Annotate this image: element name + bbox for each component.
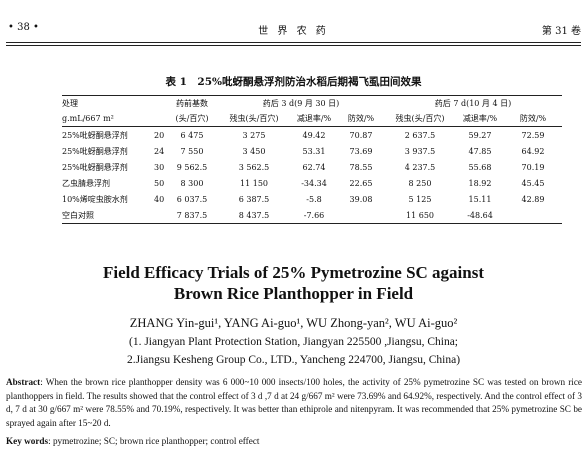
header-reduction-7d: 减退率/% [456, 111, 504, 127]
header-7d: 药后 7 d(10 月 4 日) [434, 99, 512, 108]
cell: 11 650 [384, 207, 456, 224]
cell: 3 275 [242, 130, 266, 140]
cell: 49.42 [302, 130, 326, 140]
header-residual-7d: 残虫(头/百穴) [384, 111, 456, 127]
volume-label: 第 31 卷 [541, 26, 581, 37]
treatment-name: 乙虫腈悬浮剂 [62, 178, 110, 188]
treatment-name: 25%吡蚜酮悬浮剂 [62, 146, 128, 156]
cell: 64.92 [521, 146, 545, 156]
keywords-label: Key words [6, 436, 49, 446]
treatment-dose: 24 [154, 146, 165, 156]
affiliation-1: (1. Jiangyan Plant Protection Station, J… [129, 336, 458, 348]
running-head: • 38 • 世 界 农 药 第 31 卷 [0, 20, 587, 38]
cell: -34.34 [301, 178, 327, 188]
header-treatment: 处理 [62, 99, 78, 108]
cell: 8 250 [408, 178, 432, 188]
table-row: 空白对照 7 837.5 8 437.5 -7.66 11 650 -48.64 [62, 207, 562, 224]
table-row: 乙虫腈悬浮剂 50 8 300 11 150 -34.34 22.65 8 25… [62, 175, 562, 191]
header-dose-unit: g.mL/667 m² [62, 111, 154, 127]
table-caption: 表 1 25%吡蚜酮悬浮剂防治水稻后期褐飞虱田间效果 [165, 76, 422, 88]
treatment-dose: 20 [154, 130, 165, 140]
table-row: 25%吡蚜酮悬浮剂 20 6 475 3 275 49.42 70.87 2 6… [62, 127, 562, 144]
treatment-name: 10%烯啶虫胺水剂 [62, 194, 128, 204]
cell: 6 475 [180, 130, 204, 140]
cell: 18.92 [468, 178, 492, 188]
cell: 15.11 [468, 194, 492, 204]
journal-name: 世 界 农 药 [258, 26, 329, 37]
treatment-name: 25%吡蚜酮悬浮剂 [62, 130, 128, 140]
author-list: ZHANG Yin-gui¹, YANG Ai-guo¹, WU Zhong-y… [129, 316, 458, 330]
cell: 62.74 [302, 162, 326, 172]
cell: 9 562.5 [176, 162, 208, 172]
cell: 5 125 [408, 194, 432, 204]
paper-title: Field Efficacy Trials of 25% Pymetrozine… [0, 262, 587, 304]
cell: 6 037.5 [176, 194, 208, 204]
header-3d: 药后 3 d(9 月 30 日) [262, 99, 340, 108]
cell: -5.8 [306, 194, 322, 204]
cell: 4 237.5 [404, 162, 436, 172]
cell: 42.89 [521, 194, 545, 204]
cell: 6 387.5 [238, 194, 270, 204]
title-line-2: Brown Rice Planthopper in Field [173, 284, 414, 303]
cell: 72.59 [521, 130, 545, 140]
abstract: Abstract: When the brown rice planthoppe… [6, 376, 582, 430]
cell: -7.66 [290, 207, 338, 224]
cell: 70.19 [521, 162, 545, 172]
cell: 3 450 [242, 146, 266, 156]
cell: 7 550 [180, 146, 204, 156]
cell: 70.87 [349, 130, 373, 140]
table-row: 25%吡蚜酮悬浮剂 24 7 550 3 450 53.31 73.69 3 9… [62, 143, 562, 159]
header-rule-2 [6, 45, 581, 46]
cell: 22.65 [349, 178, 373, 188]
cell: 45.45 [521, 178, 545, 188]
cell: 2 637.5 [404, 130, 436, 140]
cell: 53.31 [302, 146, 326, 156]
cell: 8 437.5 [218, 207, 290, 224]
cell: 47.85 [468, 146, 492, 156]
header-efficacy-3d: 防效/% [338, 111, 384, 127]
cell: 3 562.5 [238, 162, 270, 172]
cell: 7 837.5 [166, 207, 218, 224]
cell: -48.64 [456, 207, 504, 224]
treatment-name: 25%吡蚜酮悬浮剂 [62, 162, 128, 172]
treatment-name: 空白对照 [62, 207, 154, 224]
cell: 3 937.5 [404, 146, 436, 156]
page-number: • 38 • [8, 22, 39, 33]
table-row: 10%烯啶虫胺水剂 40 6 037.5 6 387.5 -5.8 39.08 … [62, 191, 562, 207]
header-rule [6, 42, 581, 43]
cell [338, 207, 384, 224]
title-line-1: Field Efficacy Trials of 25% Pymetrozine… [102, 263, 485, 282]
cell: 39.08 [349, 194, 373, 204]
abstract-text: : When the brown rice planthopper densit… [6, 377, 582, 428]
cell: 59.27 [468, 130, 492, 140]
cell: 11 150 [240, 178, 268, 188]
table-header-row-1: 处理 药前基数 药后 3 d(9 月 30 日) 药后 7 d(10 月 4 日… [62, 96, 562, 112]
header-unit: (头/百穴) [166, 111, 218, 127]
cell: 8 300 [180, 178, 204, 188]
cell: 73.69 [349, 146, 373, 156]
header-reduction-3d: 减退率/% [290, 111, 338, 127]
treatment-dose [154, 207, 166, 224]
cell [504, 207, 562, 224]
header-pre-count: 药前基数 [176, 99, 208, 108]
table-header-row-2: g.mL/667 m² (头/百穴) 残虫(头/百穴) 减退率/% 防效/% 残… [62, 111, 562, 127]
affiliation-2: 2.Jiangsu Kesheng Group Co., LTD., Yanch… [126, 354, 461, 366]
treatment-dose: 50 [154, 178, 165, 188]
keywords: Key words: pymetrozine; SC; brown rice p… [6, 436, 582, 446]
efficacy-table: 处理 药前基数 药后 3 d(9 月 30 日) 药后 7 d(10 月 4 日… [62, 95, 562, 224]
cell: 78.55 [349, 162, 373, 172]
header-residual-3d: 残虫(头/百穴) [218, 111, 290, 127]
header-efficacy-7d: 防效/% [504, 111, 562, 127]
treatment-dose: 40 [154, 194, 165, 204]
table-row: 25%吡蚜酮悬浮剂 30 9 562.5 3 562.5 62.74 78.55… [62, 159, 562, 175]
cell: 55.68 [468, 162, 492, 172]
abstract-label: Abstract [6, 377, 41, 387]
keywords-text: : pymetrozine; SC; brown rice planthoppe… [48, 436, 260, 446]
treatment-dose: 30 [154, 162, 165, 172]
